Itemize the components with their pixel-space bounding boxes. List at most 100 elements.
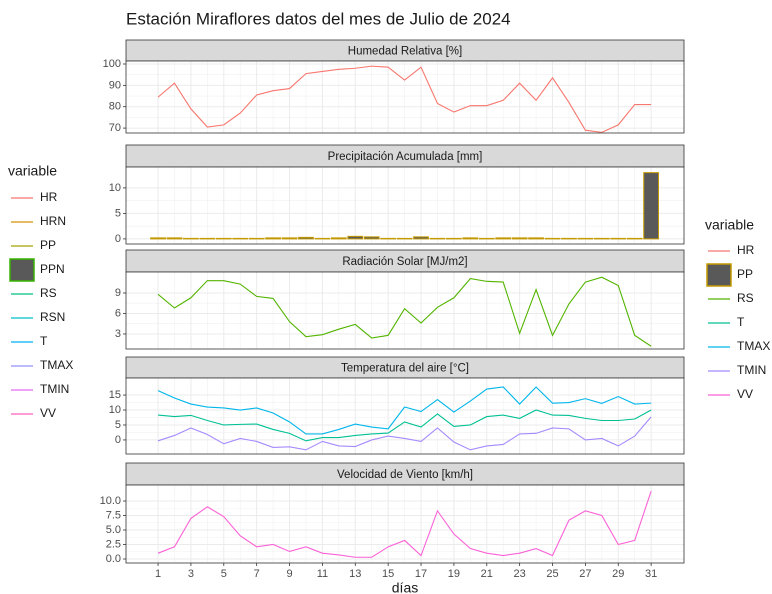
y-tick-label: 15 (109, 389, 121, 401)
bar (413, 236, 429, 240)
y-tick-label: 5.0 (106, 524, 121, 536)
x-tick-label: 15 (382, 568, 394, 580)
y-tick-label: 80 (109, 101, 121, 113)
bar (363, 236, 380, 240)
chart-title: Estación Miraflores datos del mes de Jul… (126, 9, 511, 28)
panel-border (125, 377, 685, 455)
x-tick-label: 5 (221, 568, 227, 580)
bar (544, 237, 561, 240)
bar (396, 237, 413, 240)
legend-label: PP (40, 238, 56, 252)
legend-label: VV (737, 387, 753, 401)
legend-key (706, 263, 732, 287)
bar (166, 237, 183, 240)
legend-label: RS (737, 291, 754, 305)
bar (281, 237, 298, 240)
bar (478, 237, 495, 240)
x-tick-label: 27 (579, 568, 591, 580)
bar (643, 172, 660, 240)
bar (626, 237, 643, 240)
y-tick-label: 5 (115, 419, 121, 431)
y-tick-label: 0 (115, 233, 121, 245)
x-tick-label: 11 (317, 568, 328, 580)
bar (380, 237, 397, 240)
panel-border (125, 484, 685, 564)
bar (429, 237, 446, 240)
bar (199, 237, 216, 240)
legend-label: RSN (40, 310, 65, 324)
y-tick-label: 2.5 (106, 538, 121, 550)
legend-label: TMIN (40, 382, 69, 396)
bar (314, 237, 331, 240)
x-tick-label: 13 (349, 568, 361, 580)
strip-label: Velocidad de Viento [km/h] (337, 469, 473, 481)
bar (183, 237, 199, 240)
line (157, 65, 652, 133)
bar (330, 237, 347, 240)
bar (593, 237, 610, 240)
panel (126, 272, 684, 349)
line (157, 490, 652, 558)
bar (446, 237, 462, 240)
x-tick-label: 3 (188, 568, 194, 580)
y-tick-label: 9 (115, 287, 121, 299)
legend-label: HR (737, 243, 755, 257)
line (157, 386, 652, 435)
y-tick-label: 10 (109, 404, 121, 416)
y-tick-label: 10.0 (100, 495, 121, 507)
panel (126, 378, 684, 454)
legend-title: variable (8, 163, 57, 179)
x-tick-label: 1 (155, 568, 161, 580)
strip-label: Radiación Solar [MJ/m2] (342, 256, 467, 268)
bar (610, 237, 627, 240)
panel-border (125, 166, 685, 245)
line (157, 276, 652, 347)
bar (577, 237, 594, 240)
bar (298, 236, 314, 240)
bar (265, 237, 281, 240)
panel-border (125, 271, 685, 350)
legend-key (9, 258, 35, 282)
y-tick-label: 70 (109, 122, 121, 134)
y-tick-label: 3 (115, 328, 121, 340)
x-tick-label: 21 (481, 568, 493, 580)
legend-label: VV (40, 406, 56, 420)
y-tick-label: 100 (103, 58, 121, 70)
legend-label: HRN (40, 214, 66, 228)
legend-label: T (40, 334, 48, 348)
y-tick-label: 10 (109, 182, 121, 194)
legend-label: PPN (40, 262, 65, 276)
legend-label: PP (737, 267, 753, 281)
bar (215, 237, 232, 240)
bar (561, 237, 577, 240)
bar (511, 237, 528, 240)
strip-label: Precipitación Acumulada [mm] (328, 151, 483, 163)
x-tick-label: 31 (645, 568, 657, 580)
y-tick-label: 5 (115, 207, 121, 219)
x-tick-label: 19 (448, 568, 460, 580)
panel (126, 61, 684, 133)
legend-title: variable (705, 217, 754, 233)
x-tick-label: 25 (546, 568, 558, 580)
x-tick-label: 23 (514, 568, 526, 580)
strip-label: Humedad Relativa [%] (348, 46, 462, 58)
x-tick-label: 17 (415, 568, 427, 580)
bar (462, 237, 479, 240)
legend-label: TMIN (737, 363, 766, 377)
legend-label: HR (40, 190, 58, 204)
bar (150, 237, 166, 240)
legend-label: RS (40, 286, 57, 300)
bar (495, 237, 512, 240)
panel (126, 485, 684, 563)
legend-label: T (737, 315, 745, 329)
bar (232, 237, 249, 240)
x-tick-label: 9 (286, 568, 292, 580)
bar (248, 237, 265, 240)
x-tick-label: 29 (612, 568, 624, 580)
line (158, 409, 652, 442)
y-tick-label: 90 (109, 79, 121, 91)
bar (528, 237, 544, 240)
y-tick-label: 0 (115, 434, 121, 446)
line (157, 416, 652, 451)
